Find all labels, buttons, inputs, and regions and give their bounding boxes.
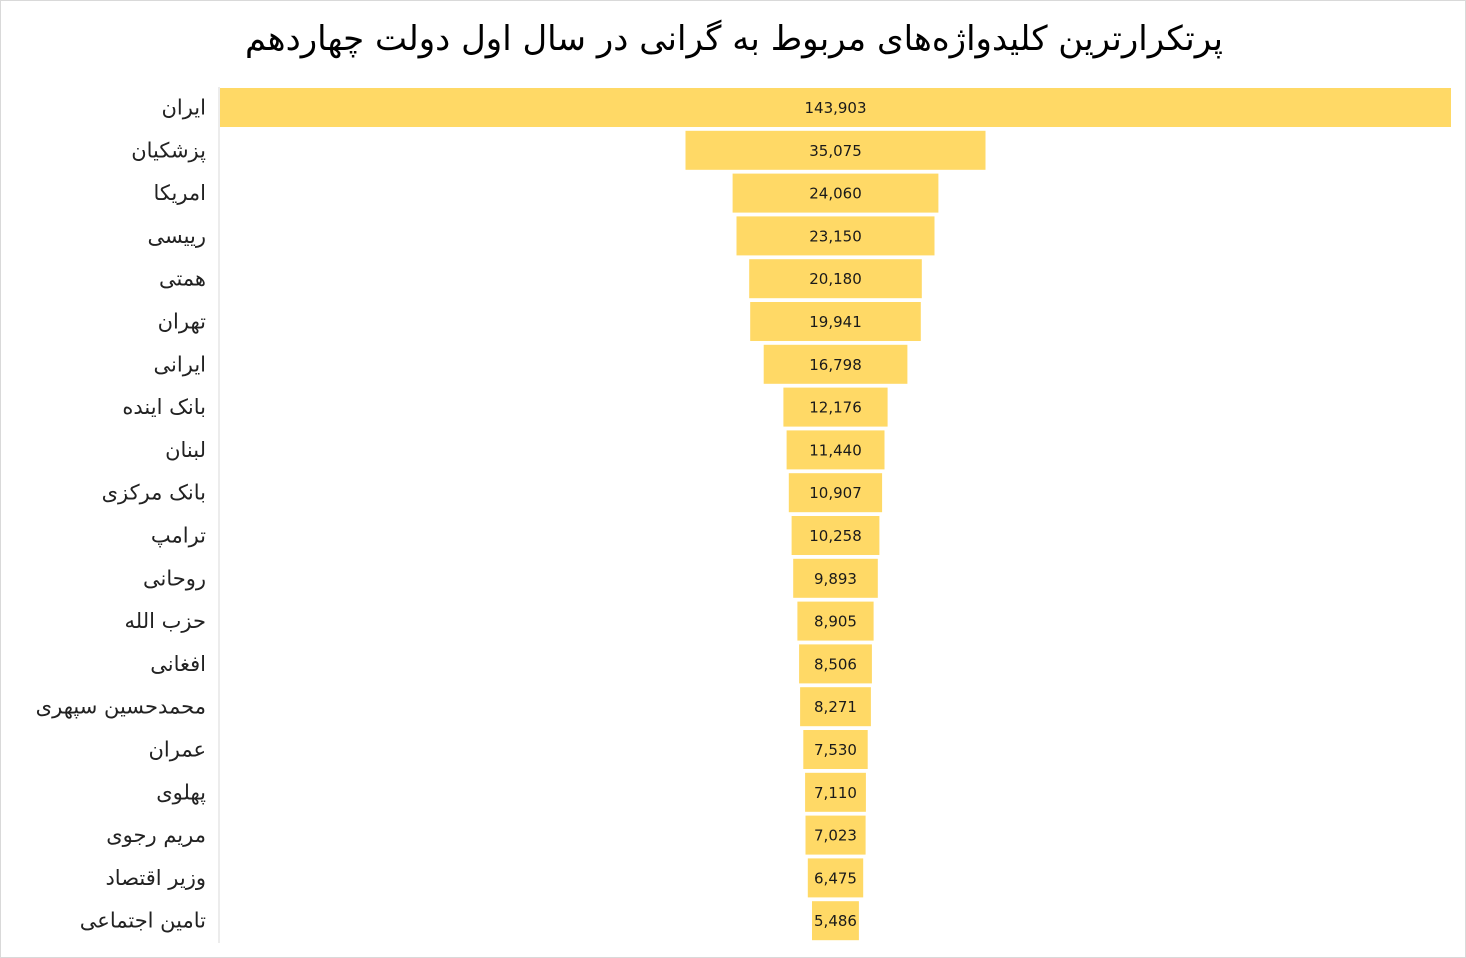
funnel-bar xyxy=(786,430,885,470)
category-label: مریم رجوی xyxy=(106,823,206,848)
category-label: ایران xyxy=(161,96,206,120)
data-label: 10,907 xyxy=(809,484,862,502)
funnel-bar xyxy=(800,687,871,727)
funnel-bar xyxy=(736,216,935,256)
funnel-bar xyxy=(793,558,878,598)
funnel-bar xyxy=(805,772,866,812)
category-label: امریکا xyxy=(153,181,206,205)
category-label: رییسی xyxy=(147,224,206,248)
funnel-bar xyxy=(783,387,888,427)
category-label: عمران xyxy=(148,738,206,762)
category-label: تهران xyxy=(158,310,207,334)
funnel-bar xyxy=(685,130,986,170)
data-label: 8,271 xyxy=(814,698,857,716)
funnel-bar xyxy=(803,730,868,769)
category-label: بانک اینده xyxy=(122,395,206,419)
category-label: ایرانی xyxy=(154,352,206,376)
category-label: پزشکیان xyxy=(131,138,206,162)
chart-title: پرتکرارترین کلیدواژه‌های مربوط به گرانی … xyxy=(245,19,1223,59)
funnel-bar xyxy=(220,88,1451,127)
labels-layer: 143,903 ایران 35,075 پزشکیان 24,060 امریکا 23,… xyxy=(36,96,867,933)
category-label: بانک مرکزی xyxy=(102,481,206,505)
funnel-bar xyxy=(763,344,908,384)
category-label: لبنان xyxy=(165,438,206,462)
data-label: 7,530 xyxy=(814,741,857,759)
data-label: 23,150 xyxy=(809,227,862,245)
category-label: وزیر اقتصاد xyxy=(105,866,206,890)
funnel-bar xyxy=(749,259,922,299)
bars-layer xyxy=(220,88,1451,941)
category-label: همتی xyxy=(159,267,206,291)
data-label: 10,258 xyxy=(809,527,862,545)
data-label: 7,110 xyxy=(814,784,857,802)
funnel-bar xyxy=(799,644,872,684)
category-label: محمدحسین سپهری xyxy=(36,695,206,719)
category-label: ترامپ xyxy=(151,524,206,548)
data-label: 8,506 xyxy=(814,655,857,673)
funnel-bar xyxy=(788,473,883,513)
category-label: تامین اجتماعی xyxy=(80,909,206,933)
data-label: 20,180 xyxy=(809,270,862,288)
data-label: 12,176 xyxy=(809,399,862,417)
data-label: 7,023 xyxy=(814,827,857,845)
category-label: حزب الله xyxy=(125,609,206,633)
category-label: پهلوی xyxy=(156,780,206,804)
data-label: 35,075 xyxy=(809,142,862,160)
data-label: 5,486 xyxy=(814,912,857,930)
data-label: 8,905 xyxy=(814,613,857,631)
funnel-bar xyxy=(797,601,874,641)
funnel-bar xyxy=(812,901,859,941)
funnel-bar xyxy=(791,516,880,555)
data-label: 19,941 xyxy=(809,313,862,331)
data-label: 9,893 xyxy=(814,570,857,588)
funnel-bar xyxy=(732,173,939,213)
category-label: افغانی xyxy=(150,652,206,676)
data-label: 24,060 xyxy=(809,185,862,203)
data-label: 11,440 xyxy=(809,441,862,459)
funnel-bar xyxy=(807,858,864,898)
data-label: 16,798 xyxy=(809,356,862,374)
funnel-bar xyxy=(805,815,866,855)
funnel-bar xyxy=(750,302,921,341)
data-label: 143,903 xyxy=(804,99,866,117)
data-label: 6,475 xyxy=(814,869,857,887)
category-label: روحانی xyxy=(143,566,206,590)
